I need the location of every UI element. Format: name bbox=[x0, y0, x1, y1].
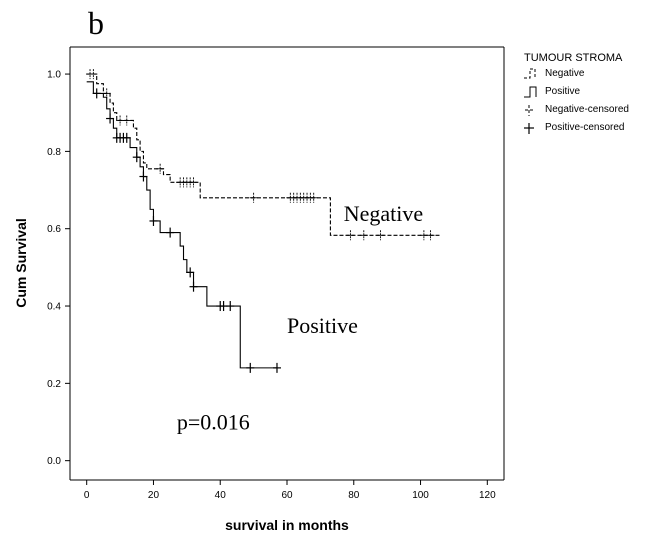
censor-mark-negative bbox=[89, 69, 98, 80]
censor-mark-positive bbox=[189, 281, 198, 292]
x-tick-label: 20 bbox=[148, 490, 160, 501]
y-tick-label: 0.6 bbox=[47, 224, 61, 235]
censor-mark-negative bbox=[102, 88, 111, 99]
censor-mark-positive bbox=[166, 227, 175, 238]
legend-label-positive: Positive bbox=[545, 86, 580, 97]
censor-mark-positive bbox=[149, 215, 158, 226]
censor-mark-positive bbox=[122, 132, 131, 143]
y-tick-label: 0.4 bbox=[47, 302, 61, 313]
series-line-positive bbox=[86, 81, 277, 369]
annotation-negative: Negative bbox=[344, 201, 423, 226]
annotation-layer: Negative Positive p=0.016 bbox=[177, 201, 423, 435]
panel-label: b bbox=[88, 5, 104, 41]
censor-mark-positive bbox=[219, 301, 228, 312]
y-axis-title: Cum Survival bbox=[13, 218, 29, 307]
legend-label-negative: Negative bbox=[545, 68, 585, 79]
y-tick-label: 1.0 bbox=[47, 70, 61, 81]
censor-mark-negative bbox=[419, 230, 428, 241]
censor-mark-positive bbox=[272, 362, 281, 373]
legend-title: TUMOUR STROMA bbox=[524, 52, 623, 64]
censor-mark-negative bbox=[122, 115, 131, 126]
legend: TUMOUR STROMA Negative Positive Negative… bbox=[524, 52, 629, 134]
censor-mark-positive bbox=[92, 88, 101, 99]
censor-mark-negative bbox=[309, 192, 318, 203]
censor-mark-negative bbox=[189, 177, 198, 188]
censor-mark-negative bbox=[359, 230, 368, 241]
censor-mark-positive bbox=[246, 362, 255, 373]
legend-item-positive-censored: Positive-censored bbox=[524, 122, 624, 134]
x-tick-label: 100 bbox=[412, 490, 429, 501]
y-axis-ticks: 0.0 0.2 0.4 0.6 0.8 1.0 bbox=[47, 70, 70, 467]
legend-item-negative: Negative bbox=[524, 68, 585, 79]
censor-mark-positive bbox=[139, 171, 148, 182]
censor-mark-positive bbox=[186, 267, 195, 278]
censor-mark-negative bbox=[346, 230, 355, 241]
legend-item-positive: Positive bbox=[524, 86, 580, 98]
series-line-negative bbox=[86, 73, 441, 236]
censor-mark-negative bbox=[156, 163, 165, 174]
censor-mark-negative bbox=[249, 192, 258, 203]
plot-frame bbox=[69, 46, 505, 481]
censor-mark-positive bbox=[226, 301, 235, 312]
x-tick-label: 120 bbox=[479, 490, 496, 501]
censor-mark-negative bbox=[376, 230, 385, 241]
x-axis-ticks: 0 20 40 60 80 100 120 bbox=[84, 480, 496, 501]
y-tick-label: 0.2 bbox=[47, 379, 61, 390]
censor-mark-negative bbox=[116, 115, 125, 126]
legend-dashed-step-icon bbox=[524, 68, 536, 79]
legend-label-positive-censored: Positive-censored bbox=[545, 122, 624, 133]
x-tick-label: 60 bbox=[281, 490, 293, 501]
y-tick-label: 0.0 bbox=[47, 456, 61, 467]
x-tick-label: 80 bbox=[348, 490, 360, 501]
series-layer bbox=[86, 69, 441, 373]
censor-mark-positive bbox=[106, 113, 115, 124]
censor-mark-negative bbox=[426, 230, 435, 241]
x-tick-label: 40 bbox=[215, 490, 227, 501]
y-tick-label: 0.8 bbox=[47, 147, 61, 158]
legend-item-negative-censored: Negative-censored bbox=[525, 104, 629, 116]
censor-mark-positive bbox=[132, 152, 141, 163]
x-tick-label: 0 bbox=[84, 490, 90, 501]
legend-solid-step-icon bbox=[524, 86, 537, 98]
annotation-p-value: p=0.016 bbox=[177, 410, 250, 435]
legend-label-negative-censored: Negative-censored bbox=[545, 104, 629, 115]
x-axis-title: survival in months bbox=[225, 517, 349, 533]
annotation-positive: Positive bbox=[287, 313, 358, 338]
